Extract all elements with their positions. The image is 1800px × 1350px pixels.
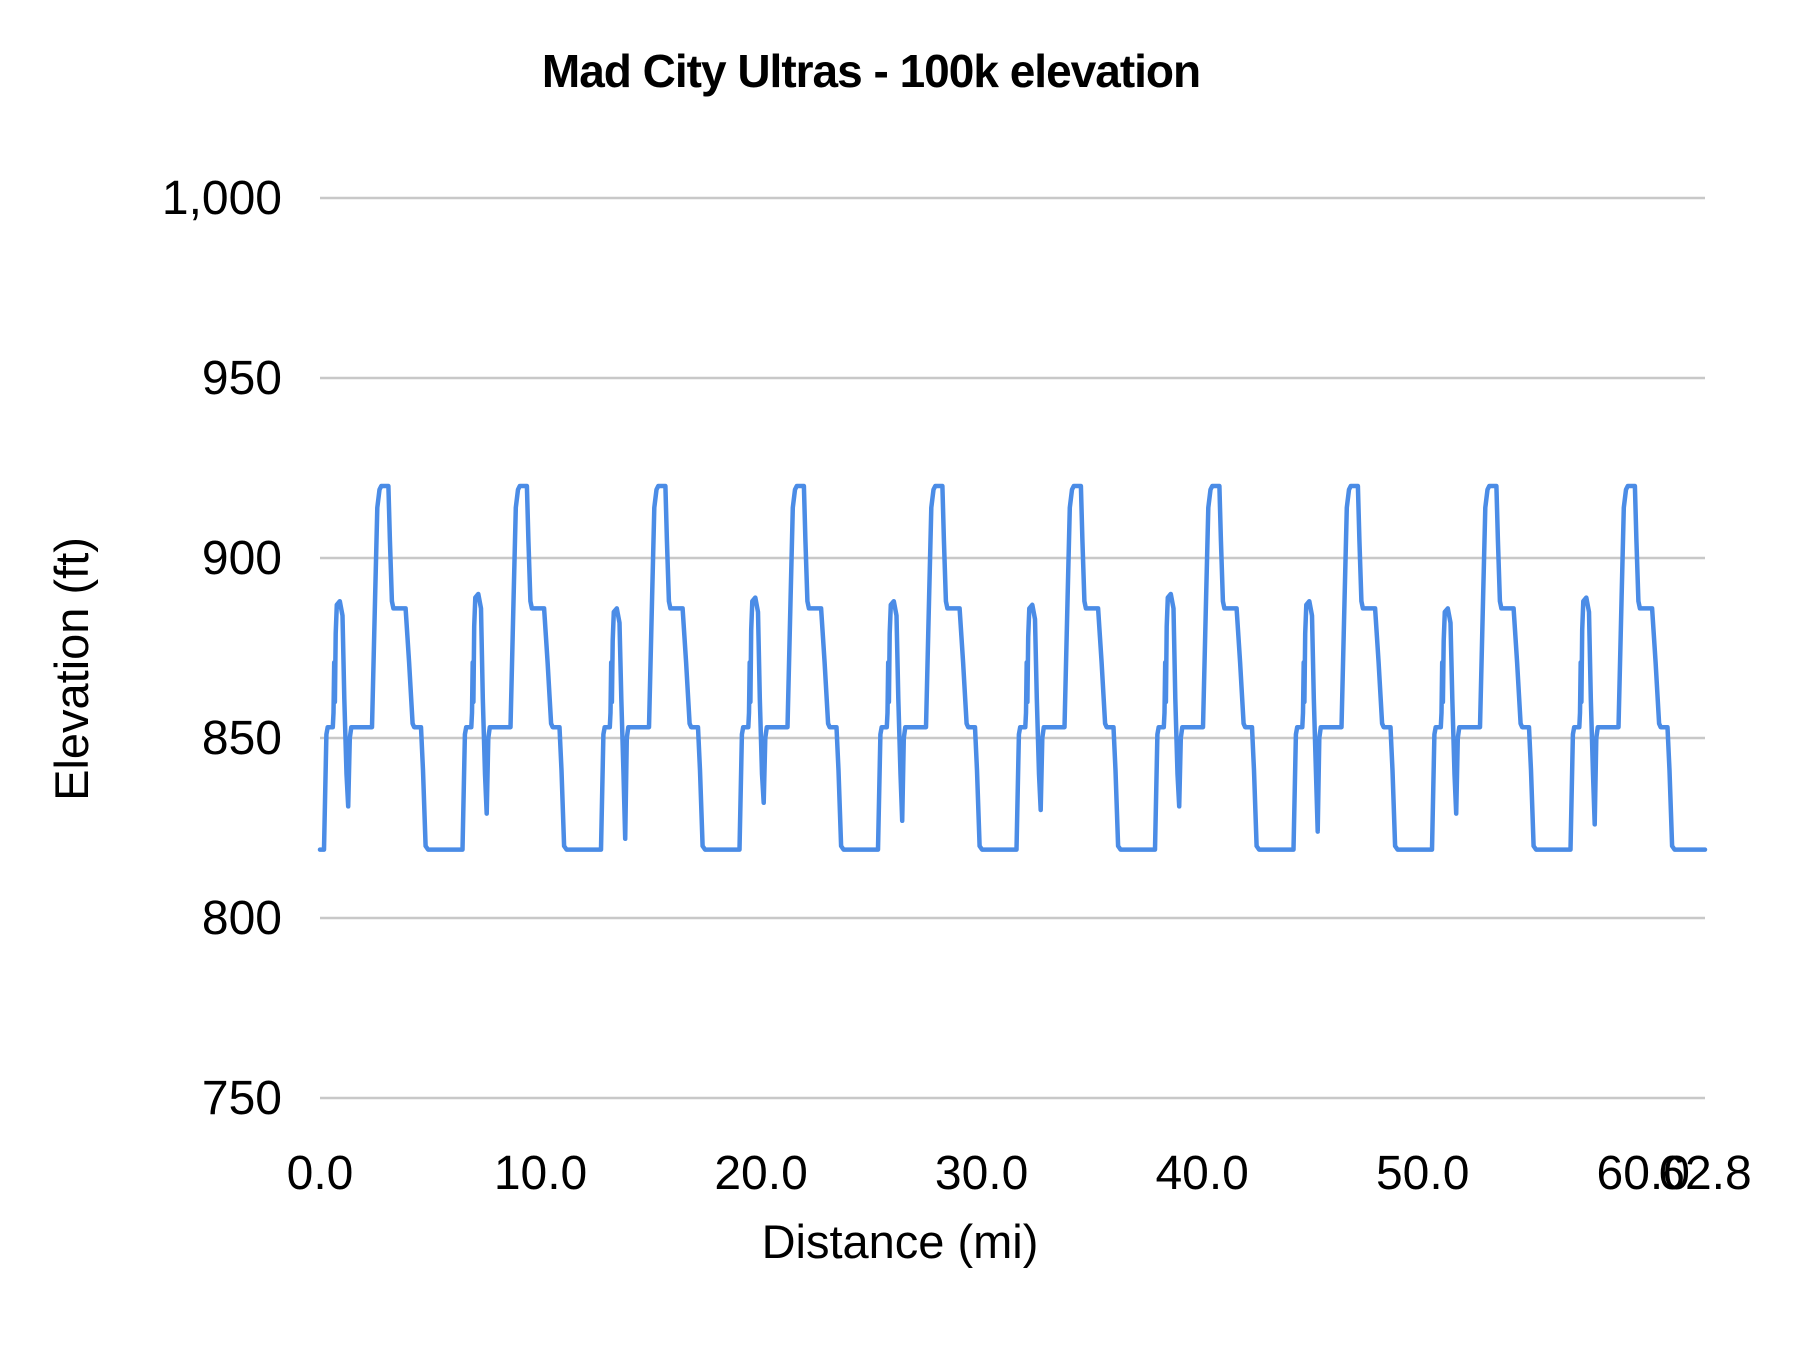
gridlines xyxy=(320,196,1705,1100)
x-tick-label-40.0: 40.0 xyxy=(1155,1147,1248,1200)
x-tick-label-10.0: 10.0 xyxy=(494,1147,587,1200)
y-tick-label-900: 900 xyxy=(202,532,282,585)
x-tick-label-30.0: 30.0 xyxy=(935,1147,1028,1200)
x-tick-label-50.0: 50.0 xyxy=(1376,1147,1469,1200)
chart-title: Mad City Ultras - 100k elevation xyxy=(542,45,1200,97)
y-tick-label-800: 800 xyxy=(202,892,282,945)
y-tick-label-850: 850 xyxy=(202,712,282,765)
y-tick-label-1000: 1,000 xyxy=(162,172,282,225)
y-tick-label-750: 750 xyxy=(202,1072,282,1125)
y-axis-tick-labels: 750 800 850 900 950 1,000 xyxy=(162,172,282,1125)
x-tick-label-0.0: 0.0 xyxy=(287,1147,354,1200)
y-axis-title: Elevation (ft) xyxy=(45,537,98,801)
x-axis-tick-labels: 0.0 10.0 20.0 30.0 40.0 50.0 60.062.8 xyxy=(287,1147,1752,1200)
x-tick-label-60.0: 60.0 xyxy=(1597,1147,1690,1200)
x-axis-title: Distance (mi) xyxy=(762,1215,1039,1268)
elevation-line-series xyxy=(317,483,1708,852)
y-tick-label-950: 950 xyxy=(202,352,282,405)
x-tick-label-62.8: 62.8 xyxy=(1658,1147,1751,1200)
x-tick-label-20.0: 20.0 xyxy=(714,1147,807,1200)
